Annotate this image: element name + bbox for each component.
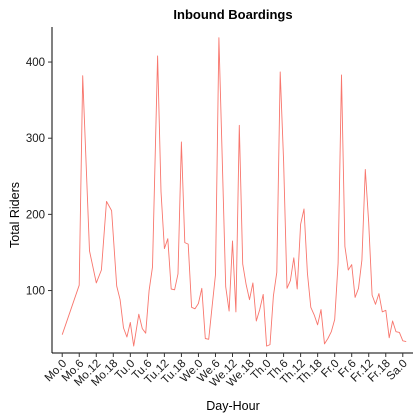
x-axis-title: Day-Hour <box>206 399 260 413</box>
chart-title: Inbound Boardings <box>173 7 292 22</box>
series-line <box>61 37 407 347</box>
y-axis-title: Total Riders <box>8 182 22 248</box>
y-tick-label: 100 <box>26 286 45 298</box>
y-axis: 100 200 300 400 <box>26 27 53 353</box>
y-tick-label: 400 <box>26 57 45 69</box>
x-axis: Mo.0Mo.6Mo.12Mo.18Tu.0Tu.6Tu.12Tu.18We.0… <box>43 352 413 389</box>
series-layer <box>61 37 407 347</box>
y-tick-label: 300 <box>26 133 45 145</box>
x-tick-label: Sa.0 <box>385 358 410 383</box>
y-tick-label: 200 <box>26 209 45 221</box>
